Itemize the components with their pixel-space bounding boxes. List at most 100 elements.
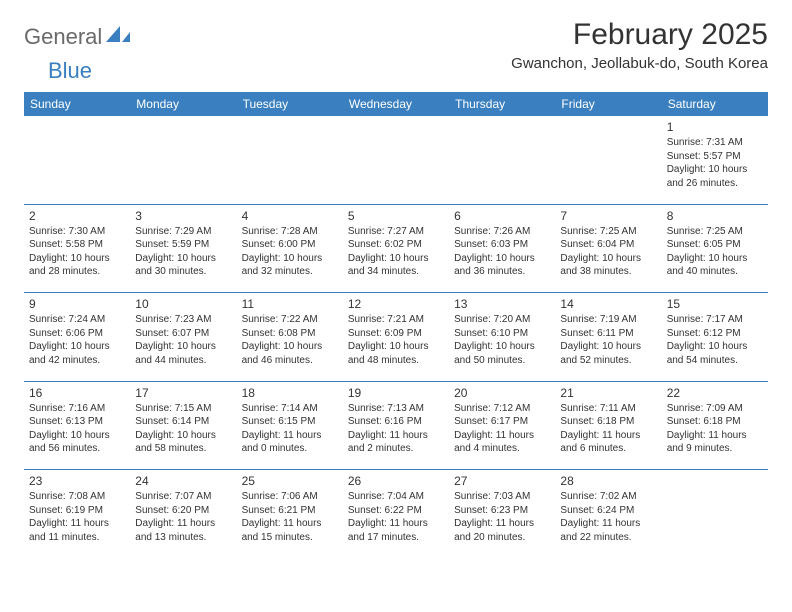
day-number: 13 bbox=[454, 296, 550, 312]
calendar-head: Sunday Monday Tuesday Wednesday Thursday… bbox=[24, 92, 768, 116]
day-cell: 27Sunrise: 7:03 AMSunset: 6:23 PMDayligh… bbox=[449, 470, 555, 558]
day-number: 4 bbox=[242, 208, 338, 224]
day-header: Thursday bbox=[449, 92, 555, 116]
day-number: 10 bbox=[135, 296, 231, 312]
calendar-body: 1Sunrise: 7:31 AMSunset: 5:57 PMDaylight… bbox=[24, 116, 768, 558]
daylight-line: Daylight: 11 hours and 11 minutes. bbox=[29, 517, 125, 544]
sunrise-line: Sunrise: 7:23 AM bbox=[135, 313, 231, 327]
sunset-line: Sunset: 6:13 PM bbox=[29, 415, 125, 429]
sunrise-line: Sunrise: 7:06 AM bbox=[242, 490, 338, 504]
sunset-line: Sunset: 6:19 PM bbox=[29, 504, 125, 518]
sunrise-line: Sunrise: 7:04 AM bbox=[348, 490, 444, 504]
sunset-line: Sunset: 6:14 PM bbox=[135, 415, 231, 429]
day-header: Wednesday bbox=[343, 92, 449, 116]
daylight-line: Daylight: 10 hours and 56 minutes. bbox=[29, 429, 125, 456]
day-cell: 7Sunrise: 7:25 AMSunset: 6:04 PMDaylight… bbox=[555, 205, 661, 293]
day-number: 9 bbox=[29, 296, 125, 312]
day-cell: 3Sunrise: 7:29 AMSunset: 5:59 PMDaylight… bbox=[130, 205, 236, 293]
sunrise-line: Sunrise: 7:21 AM bbox=[348, 313, 444, 327]
day-number: 14 bbox=[560, 296, 656, 312]
sunset-line: Sunset: 5:59 PM bbox=[135, 238, 231, 252]
daylight-line: Daylight: 11 hours and 20 minutes. bbox=[454, 517, 550, 544]
logo-text-general: General bbox=[24, 24, 102, 50]
sunset-line: Sunset: 6:21 PM bbox=[242, 504, 338, 518]
sunrise-line: Sunrise: 7:11 AM bbox=[560, 402, 656, 416]
sunset-line: Sunset: 6:15 PM bbox=[242, 415, 338, 429]
daylight-line: Daylight: 11 hours and 6 minutes. bbox=[560, 429, 656, 456]
sunset-line: Sunset: 6:11 PM bbox=[560, 327, 656, 341]
week-row: 1Sunrise: 7:31 AMSunset: 5:57 PMDaylight… bbox=[24, 116, 768, 204]
sunset-line: Sunset: 6:05 PM bbox=[667, 238, 763, 252]
daylight-line: Daylight: 10 hours and 48 minutes. bbox=[348, 340, 444, 367]
sunrise-line: Sunrise: 7:03 AM bbox=[454, 490, 550, 504]
sunrise-line: Sunrise: 7:02 AM bbox=[560, 490, 656, 504]
daylight-line: Daylight: 10 hours and 58 minutes. bbox=[135, 429, 231, 456]
daylight-line: Daylight: 11 hours and 15 minutes. bbox=[242, 517, 338, 544]
day-cell: 16Sunrise: 7:16 AMSunset: 6:13 PMDayligh… bbox=[24, 382, 130, 470]
sunrise-line: Sunrise: 7:25 AM bbox=[667, 225, 763, 239]
daylight-line: Daylight: 10 hours and 30 minutes. bbox=[135, 252, 231, 279]
day-cell: 23Sunrise: 7:08 AMSunset: 6:19 PMDayligh… bbox=[24, 470, 130, 558]
week-row: 23Sunrise: 7:08 AMSunset: 6:19 PMDayligh… bbox=[24, 470, 768, 558]
daylight-line: Daylight: 10 hours and 36 minutes. bbox=[454, 252, 550, 279]
day-cell bbox=[130, 116, 236, 204]
sunrise-line: Sunrise: 7:29 AM bbox=[135, 225, 231, 239]
day-header: Friday bbox=[555, 92, 661, 116]
day-number: 16 bbox=[29, 385, 125, 401]
daylight-line: Daylight: 11 hours and 9 minutes. bbox=[667, 429, 763, 456]
day-number: 21 bbox=[560, 385, 656, 401]
daylight-line: Daylight: 10 hours and 44 minutes. bbox=[135, 340, 231, 367]
day-number: 6 bbox=[454, 208, 550, 224]
day-cell bbox=[24, 116, 130, 204]
day-cell: 13Sunrise: 7:20 AMSunset: 6:10 PMDayligh… bbox=[449, 293, 555, 381]
sunrise-line: Sunrise: 7:25 AM bbox=[560, 225, 656, 239]
sunset-line: Sunset: 6:02 PM bbox=[348, 238, 444, 252]
sunrise-line: Sunrise: 7:14 AM bbox=[242, 402, 338, 416]
day-cell: 14Sunrise: 7:19 AMSunset: 6:11 PMDayligh… bbox=[555, 293, 661, 381]
sunrise-line: Sunrise: 7:17 AM bbox=[667, 313, 763, 327]
day-cell: 15Sunrise: 7:17 AMSunset: 6:12 PMDayligh… bbox=[662, 293, 768, 381]
sunset-line: Sunset: 6:23 PM bbox=[454, 504, 550, 518]
day-cell: 19Sunrise: 7:13 AMSunset: 6:16 PMDayligh… bbox=[343, 382, 449, 470]
daylight-line: Daylight: 10 hours and 40 minutes. bbox=[667, 252, 763, 279]
sunrise-line: Sunrise: 7:27 AM bbox=[348, 225, 444, 239]
day-cell: 24Sunrise: 7:07 AMSunset: 6:20 PMDayligh… bbox=[130, 470, 236, 558]
sunset-line: Sunset: 6:09 PM bbox=[348, 327, 444, 341]
calendar-page: General February 2025 Gwanchon, Jeollabu… bbox=[0, 0, 792, 568]
calendar-table: Sunday Monday Tuesday Wednesday Thursday… bbox=[24, 92, 768, 558]
daylight-line: Daylight: 11 hours and 2 minutes. bbox=[348, 429, 444, 456]
sail-icon bbox=[106, 26, 132, 49]
sunset-line: Sunset: 6:12 PM bbox=[667, 327, 763, 341]
sunrise-line: Sunrise: 7:20 AM bbox=[454, 313, 550, 327]
day-cell bbox=[237, 116, 343, 204]
sunset-line: Sunset: 6:03 PM bbox=[454, 238, 550, 252]
day-cell: 2Sunrise: 7:30 AMSunset: 5:58 PMDaylight… bbox=[24, 205, 130, 293]
sunrise-line: Sunrise: 7:12 AM bbox=[454, 402, 550, 416]
day-number: 28 bbox=[560, 473, 656, 489]
day-header-row: Sunday Monday Tuesday Wednesday Thursday… bbox=[24, 92, 768, 116]
day-cell: 11Sunrise: 7:22 AMSunset: 6:08 PMDayligh… bbox=[237, 293, 343, 381]
sunset-line: Sunset: 6:04 PM bbox=[560, 238, 656, 252]
daylight-line: Daylight: 10 hours and 26 minutes. bbox=[667, 163, 763, 190]
day-header: Monday bbox=[130, 92, 236, 116]
logo: General bbox=[24, 24, 132, 50]
day-number: 8 bbox=[667, 208, 763, 224]
daylight-line: Daylight: 10 hours and 42 minutes. bbox=[29, 340, 125, 367]
day-cell bbox=[343, 116, 449, 204]
day-cell bbox=[662, 470, 768, 558]
daylight-line: Daylight: 10 hours and 34 minutes. bbox=[348, 252, 444, 279]
daylight-line: Daylight: 10 hours and 52 minutes. bbox=[560, 340, 656, 367]
day-cell bbox=[449, 116, 555, 204]
sunset-line: Sunset: 6:08 PM bbox=[242, 327, 338, 341]
sunset-line: Sunset: 6:24 PM bbox=[560, 504, 656, 518]
sunrise-line: Sunrise: 7:16 AM bbox=[29, 402, 125, 416]
day-header: Sunday bbox=[24, 92, 130, 116]
day-cell: 25Sunrise: 7:06 AMSunset: 6:21 PMDayligh… bbox=[237, 470, 343, 558]
week-row: 9Sunrise: 7:24 AMSunset: 6:06 PMDaylight… bbox=[24, 293, 768, 381]
day-cell: 18Sunrise: 7:14 AMSunset: 6:15 PMDayligh… bbox=[237, 382, 343, 470]
sunrise-line: Sunrise: 7:28 AM bbox=[242, 225, 338, 239]
day-cell: 10Sunrise: 7:23 AMSunset: 6:07 PMDayligh… bbox=[130, 293, 236, 381]
day-number: 7 bbox=[560, 208, 656, 224]
logo-text-blue: Blue bbox=[48, 58, 92, 83]
daylight-line: Daylight: 10 hours and 50 minutes. bbox=[454, 340, 550, 367]
